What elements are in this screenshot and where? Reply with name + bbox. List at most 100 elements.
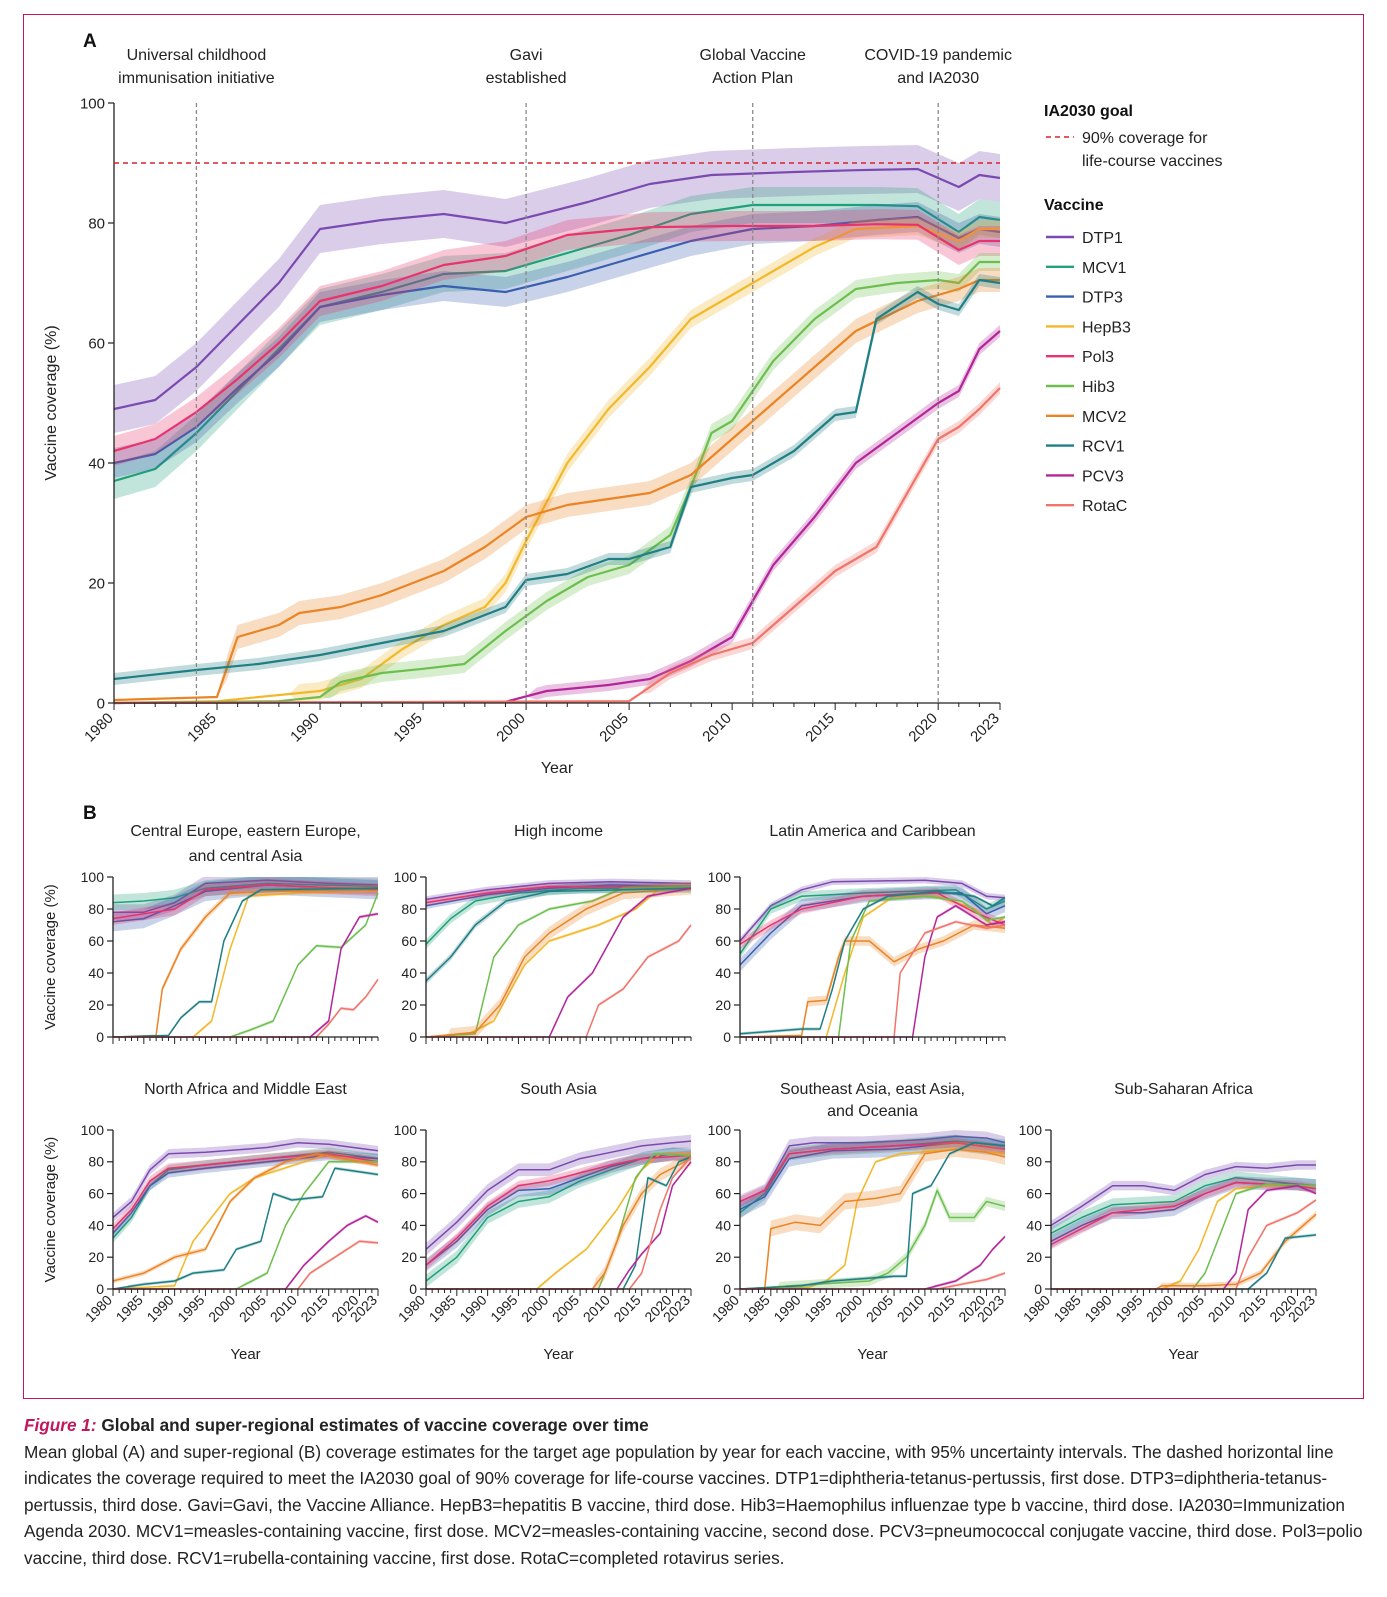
regional-chart-title: Sub-Saharan Africa [1114,1081,1253,1098]
regional-chart-sub-saharan-africa: Sub-Saharan Africa0204060801001980198519… [1019,1081,1319,1363]
regional-chart-title: North Africa and Middle East [144,1081,347,1098]
legend-item-dtp3: DTP3 [1082,290,1123,307]
panel-b-label: B [83,803,97,824]
regional-x-tick-label: 1985 [1051,1292,1084,1325]
legend-goal-text: life-course vaccines [1082,153,1223,170]
panel-a-x-tick-label: 2010 [699,710,735,746]
regional-x-tick-label: 2010 [894,1292,927,1325]
regional-y-tick-label: 80 [1026,1154,1042,1170]
regional-x-axis-label: Year [857,1346,887,1363]
regional-band-dtp1 [426,1134,691,1256]
regional-y-tick-label: 20 [715,1249,731,1265]
panel-a-y-tick-label: 20 [88,575,105,592]
panel-a-line-rotac [113,387,1001,705]
legend-item-dtp1: DTP1 [1082,230,1123,247]
regional-y-tick-label: 80 [715,1154,731,1170]
regional-x-tick-label: 1995 [801,1292,834,1325]
legend-vaccine-title: Vaccine [1044,197,1104,214]
regional-x-tick-label: 1985 [113,1292,146,1325]
panel-a-y-tick-label: 60 [88,335,105,352]
regional-line-rcv1 [739,890,1006,1035]
regional-chart-high-income: High income 0 20 40 60 80 100 [394,823,692,1045]
regional-chart-north-africa-and-middle-east: North Africa and Middle East 0 20 40 60 80 100… [42,1081,380,1363]
regional-line-dtp1 [425,1140,692,1250]
regional-x-tick-label: 1980 [709,1292,742,1325]
regional-band-dtp1 [113,877,378,921]
regional-y-axis-label: Vaccine coverage (%) [42,1137,59,1283]
regional-line-pol3 [425,885,691,904]
regional-line-rcv1 [112,887,379,1038]
panel-a-line-hib3 [113,260,1000,705]
regional-y-tick-label: 40 [715,965,731,981]
regional-line-rotac [426,924,692,1038]
regional-band-pol3 [426,1150,691,1270]
regional-line-pol3 [739,1141,1006,1203]
regional-y-tick-label: 80 [88,901,104,917]
regional-x-axis-label: Year [543,1346,573,1363]
event-label: COVID-19 pandemic [864,47,1012,64]
regional-line-dtp1 [739,879,1006,942]
regional-y-tick-label: 20 [88,1249,104,1265]
regional-y-tick-label: 100 [394,869,418,885]
event-label: Gavi [510,47,543,64]
regional-x-tick-label: 2000 [518,1292,551,1325]
regional-x-tick-label: 2005 [863,1292,896,1325]
panel-a-band-dtp1 [114,145,1000,433]
regional-line-mcv1 [112,1151,379,1239]
figure-frame [23,14,1364,1399]
regional-x-tick-label: 1995 [1112,1292,1145,1325]
event-label: and IA2030 [897,70,979,87]
regional-x-tick-label: 1995 [487,1292,520,1325]
regional-line-mcv1 [425,887,691,945]
regional-x-tick-label: 2000 [832,1292,865,1325]
panel-a: A 0 20 40 60 80 100 1980 1985 1990 1995 2000 2005 201… [43,31,1223,777]
regional-x-tick-label: 1990 [456,1292,489,1325]
regional-y-tick-label: 0 [723,1029,731,1045]
regional-x-tick-label: 1990 [143,1292,176,1325]
panel-a-line-mcv2 [113,278,1000,702]
regional-band-pol3 [113,1149,378,1234]
regional-chart-central-europe-eastern-europe-: Central Europe, eastern Europe, and centr… [42,823,379,1045]
legend-item-pcv3: PCV3 [1082,468,1124,485]
legend-item-rotac: RotaC [1082,498,1127,515]
regional-band-dtp1 [1051,1160,1316,1231]
regional-line-dtp1 [425,881,692,901]
regional-y-tick-label: 100 [81,1122,105,1138]
regional-y-tick-label: 0 [409,1029,417,1045]
regional-line-hib3 [740,895,1006,1038]
regional-chart-title: South Asia [520,1081,597,1098]
regional-line-rotac [113,978,379,1038]
panel-a-line-dtp3 [113,215,1001,465]
panel-a-line-pcv3 [113,330,1001,705]
panel-a-line-mcv1 [113,203,1001,483]
regional-chart-southeast-asia-east-asia-: Southeast Asia, east Asia, and Oceania 0 20… [708,1081,1008,1363]
regional-x-tick-label: 1985 [426,1292,459,1325]
regional-x-tick-label: 1980 [1020,1292,1053,1325]
regional-y-tick-label: 100 [1019,1122,1043,1138]
regional-x-tick-label: 2005 [1174,1292,1207,1325]
regional-band-dtp1 [113,1138,378,1223]
regional-y-tick-label: 40 [401,965,417,981]
legend-goal-text: 90% coverage for [1082,130,1208,147]
regional-chart-south-asia: South Asia020406080100198019851990199520… [394,1081,694,1363]
regional-band-hepb3 [426,1152,691,1289]
event-label: established [486,70,567,87]
legend-item-mcv2: MCV2 [1082,409,1127,426]
regional-y-tick-label: 40 [1026,1217,1042,1233]
regional-line-pol3 [112,884,379,920]
caption-label: Figure 1: [24,1415,97,1435]
regional-x-axis-label: Year [230,1346,260,1363]
regional-x-tick-label: 1995 [174,1292,207,1325]
panel-a-band-pol3 [114,209,1000,466]
regional-band-hib3 [426,1152,691,1289]
regional-x-tick-label: 2010 [1205,1292,1238,1325]
caption-body: Mean global (A) and super-regional (B) c… [24,1441,1363,1568]
regional-band-dtp3 [1051,1176,1316,1248]
regional-y-tick-label: 40 [401,1217,417,1233]
regional-line-mcv1 [1050,1176,1317,1234]
regional-line-hepb3 [112,1153,379,1290]
regional-y-tick-label: 0 [723,1281,731,1297]
regional-line-pol3 [425,1154,692,1266]
regional-line-dtp1 [739,1135,1006,1203]
